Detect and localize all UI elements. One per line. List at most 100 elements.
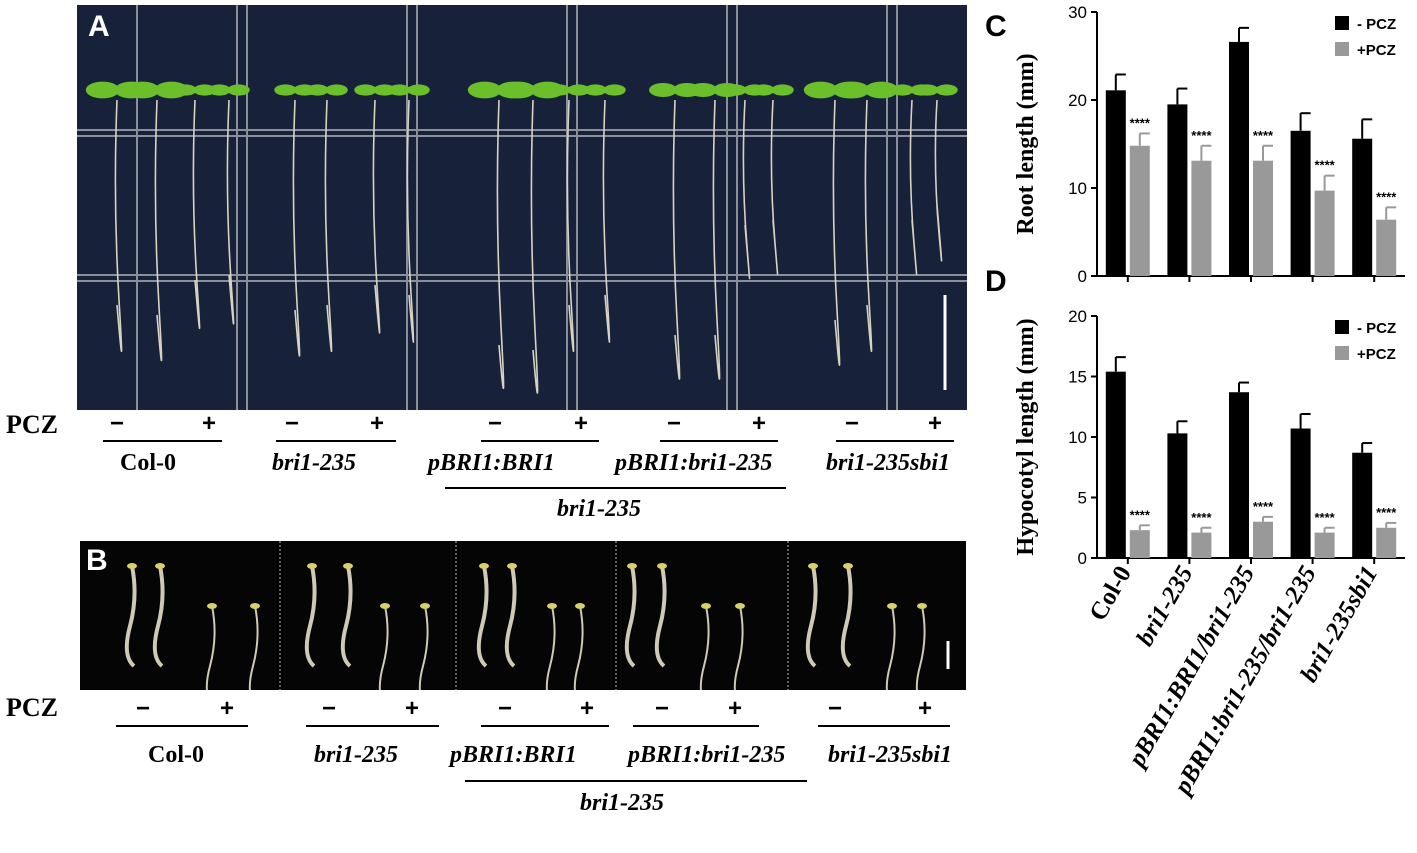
legend-swatch-c-0 — [1335, 16, 1349, 30]
bar-d-s0-0 — [1105, 371, 1126, 558]
seedling-b-0-3 — [248, 605, 259, 690]
bar-d-s1-0 — [1129, 530, 1150, 558]
plus-pcz-sign-a-4: + — [928, 410, 943, 437]
category-label-0: Col-0 — [1084, 562, 1137, 626]
seedling-cotyledon-a-11-r — [603, 84, 626, 96]
seedling-cotyledon-a-15-l — [752, 84, 775, 96]
significance-d-2: **** — [1253, 499, 1274, 514]
seedling-b-tip-1-0 — [307, 563, 317, 569]
minus-pcz-sign-b-0: − — [136, 695, 151, 722]
bar-c-s1-0 — [1129, 145, 1150, 276]
significance-c-4: **** — [1376, 189, 1397, 204]
seedling-cotyledon-a-2-l — [174, 84, 197, 96]
seedling-b-tip-2-2 — [547, 603, 557, 609]
seedling-b-tip-3-3 — [735, 603, 745, 609]
treatment-underline-b-3 — [633, 725, 759, 727]
genotype-label-pbri1-bri1-235-a: pBRI1:bri1-235 — [615, 450, 773, 476]
seedling-cotyledon-a-9-l — [501, 81, 536, 99]
minus-pcz-sign-a-2: − — [488, 410, 503, 437]
seedling-cotyledon-a-17-r — [864, 81, 899, 99]
category-label-1: bri1-235 — [1131, 562, 1198, 651]
plus-pcz-sign-a-3: + — [752, 410, 767, 437]
seedling-cotyledon-a-12-l — [649, 83, 677, 97]
seedling-root-a-3 — [226, 99, 235, 325]
y-tick-label-c-3: 30 — [1068, 3, 1087, 22]
treatment-underline-a-4 — [836, 440, 954, 442]
significance-c-0: **** — [1130, 115, 1151, 130]
seedling-b-tip-3-0 — [627, 563, 637, 569]
seedling-cotyledon-a-14-l — [724, 84, 747, 96]
bar-d-s1-1 — [1191, 532, 1212, 558]
treatment-underline-a-0 — [103, 440, 222, 442]
panel-c-letter: C — [985, 10, 1007, 43]
y-axis-label-c: Root length (mm) — [1013, 53, 1039, 234]
seedling-root-a-1 — [154, 99, 163, 362]
bar-d-s0-1 — [1167, 433, 1188, 558]
treatment-underline-b-2 — [481, 725, 609, 727]
seedling-root-a-0 — [114, 99, 123, 353]
seedling-photo-b-drawing — [124, 541, 950, 690]
y-axis-label-d: Hypocotyl length (mm) — [1013, 318, 1039, 555]
seedling-b-tip-0-2 — [207, 603, 217, 609]
seedling-b-4-1 — [840, 565, 853, 668]
seedling-root-a-11 — [602, 99, 611, 343]
bar-d-s1-4 — [1376, 527, 1397, 558]
seedling-b-3-0 — [624, 565, 637, 668]
seedling-b-tip-0-1 — [155, 563, 165, 569]
seedling-cotyledon-a-16-l — [803, 81, 838, 99]
minus-pcz-sign-a-1: − — [285, 410, 300, 437]
seedling-root-a-16 — [832, 99, 841, 366]
seedling-b-tip-0-0 — [127, 563, 137, 569]
seedling-b-2-3 — [573, 605, 584, 690]
plus-pcz-sign-a-0: + — [202, 410, 217, 437]
seedling-photo-a — [77, 5, 967, 410]
minus-pcz-sign-a-3: − — [667, 410, 682, 437]
significance-c-2: **** — [1253, 128, 1274, 143]
bar-d-s1-2 — [1253, 521, 1273, 558]
bar-c-s1-4 — [1376, 219, 1397, 276]
seedling-root-a-6 — [372, 99, 381, 334]
significance-c-3: **** — [1314, 158, 1335, 173]
bar-c-s0-4 — [1352, 138, 1373, 276]
seedling-b-0-2 — [205, 605, 216, 690]
seedling-b-tip-2-0 — [479, 563, 489, 569]
bar-c-s1-3 — [1314, 190, 1335, 276]
treatment-underline-a-2 — [481, 440, 599, 442]
seedling-b-2-2 — [545, 605, 556, 690]
significance-c-1: **** — [1191, 128, 1212, 143]
seedling-cotyledon-a-7-l — [388, 84, 411, 96]
y-tick-label-c-0: 0 — [1078, 267, 1087, 286]
background-underline-a — [445, 487, 786, 489]
significance-d-4: **** — [1376, 505, 1397, 520]
seedling-b-0-1 — [152, 565, 165, 668]
significance-d-1: **** — [1191, 510, 1212, 525]
panel-b-letter: B — [86, 544, 108, 577]
seedling-cotyledon-a-5-l — [306, 84, 329, 96]
seedling-cotyledon-a-18-l — [891, 84, 914, 96]
plus-pcz-sign-b-3: + — [728, 695, 743, 722]
seedling-root-a-7 — [406, 99, 415, 343]
seedling-root-a-19 — [934, 99, 943, 262]
minus-pcz-sign-a-0: − — [110, 410, 125, 437]
minus-pcz-sign-b-4: − — [828, 695, 843, 722]
seedling-b-1-3 — [418, 605, 429, 690]
genotype-label-sbi1-b: bri1-235sbi1 — [828, 742, 953, 768]
seedling-root-a-12 — [672, 99, 681, 380]
seedling-root-a-17 — [864, 99, 873, 353]
seedling-cotyledon-a-3-l — [208, 84, 231, 96]
y-tick-label-d-4: 20 — [1068, 307, 1087, 326]
seedling-b-3-1 — [654, 565, 667, 668]
background-label-a: bri1-235 — [557, 496, 641, 522]
seedling-photo-b — [80, 541, 966, 690]
genotype-label-bri1-a: bri1-235 — [272, 450, 356, 476]
seedling-b-2-0 — [476, 565, 489, 668]
seedling-b-tip-3-1 — [657, 563, 667, 569]
treatment-underline-b-1 — [306, 725, 439, 727]
bar-c-s0-0 — [1105, 90, 1126, 276]
seedling-cotyledon-a-11-l — [584, 84, 607, 96]
significance-d-0: **** — [1130, 507, 1151, 522]
seedling-b-tip-1-3 — [420, 603, 430, 609]
legend-label-c-1: +PCZ — [1357, 42, 1396, 59]
panel-a-letter: A — [88, 10, 110, 43]
